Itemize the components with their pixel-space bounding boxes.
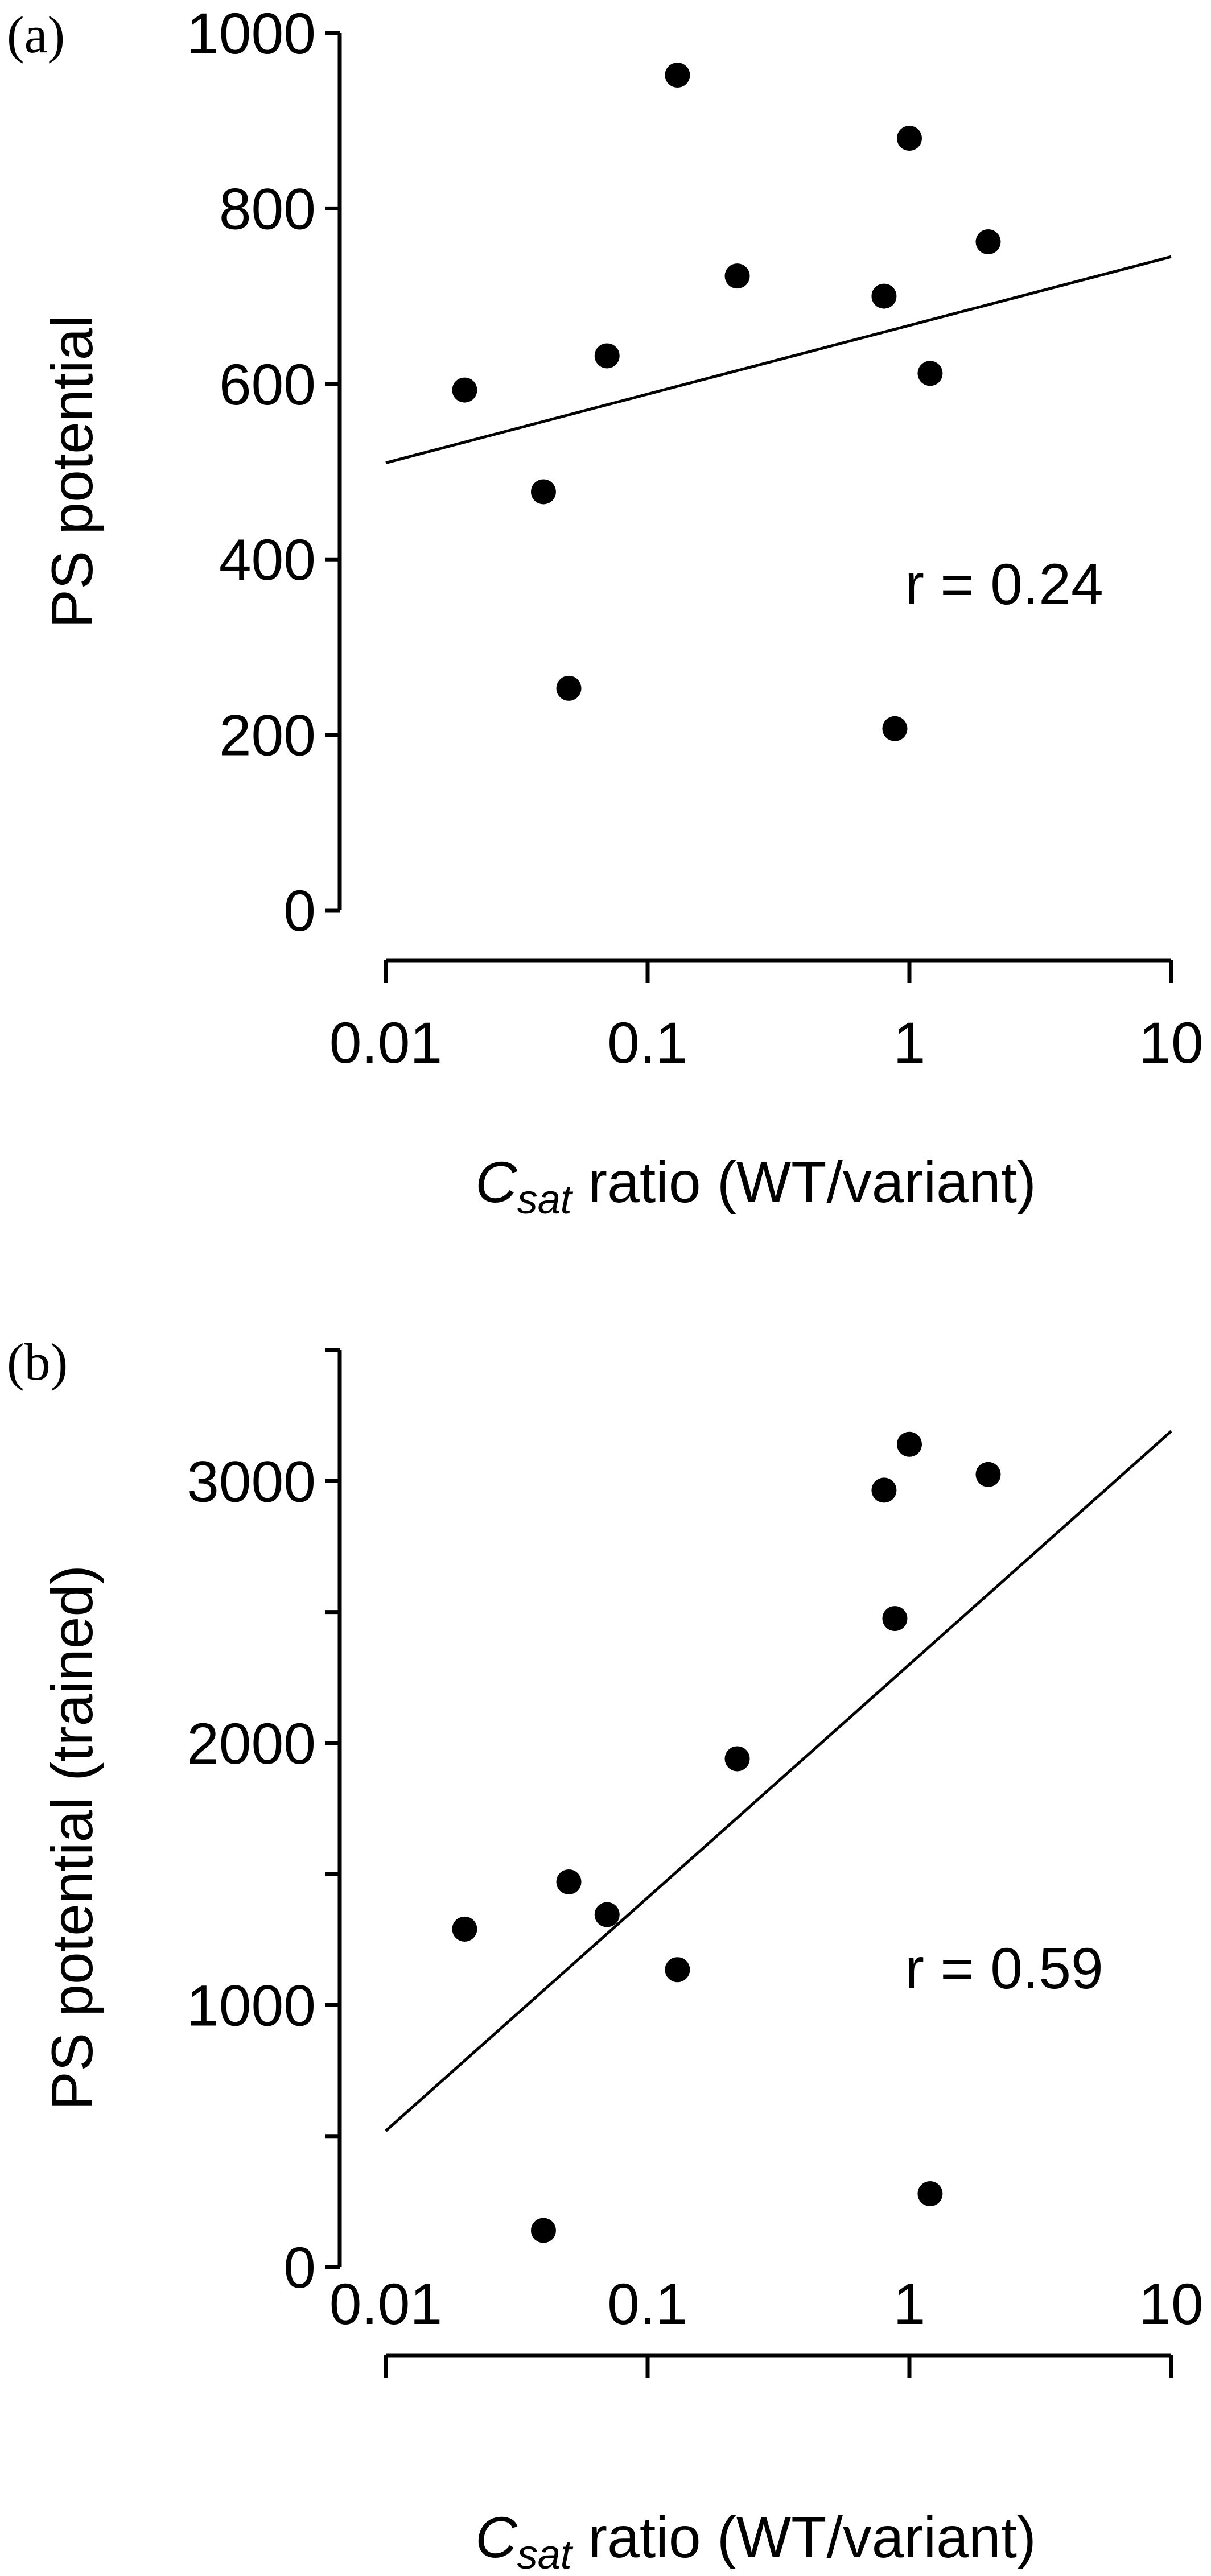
data-point [871,1477,897,1503]
x-axis-label-text: ratio (WT/variant) [572,1150,1036,1215]
data-point [452,1916,477,1942]
x-tick-label: 1 [893,1010,926,1075]
data-point [882,1606,908,1632]
y-tick-label: 1000 [187,1,316,66]
fit-line [385,1430,1172,2132]
x-tick-label: 10 [1139,2272,1203,2336]
y-tick-label: 0 [283,2235,316,2300]
panel-label: (b) [7,1333,68,1391]
correlation-annotation: r = 0.59 [905,1936,1103,2001]
y-tick-label: 2000 [187,1711,316,1776]
y-tick-label: 200 [219,703,316,768]
y-tick-label: 1000 [187,1973,316,2038]
x-axis-label: Csat ratio (WT/variant) [475,1150,1036,1223]
y-tick-label: 800 [219,176,316,241]
data-point [975,1462,1001,1487]
x-axis-label-symbol: C [475,1150,518,1215]
x-tick-label: 1 [893,2272,926,2336]
y-tick-label: 3000 [187,1449,316,1514]
y-tick-label: 600 [219,352,316,417]
y-axis-label: PS potential [40,315,105,628]
data-point [724,263,750,289]
x-tick-label: 0.01 [329,2272,443,2336]
data-point [665,1957,690,1983]
data-point [665,63,690,88]
data-point [897,1431,922,1457]
x-axis-label-symbol: C [475,2505,518,2570]
x-tick-label: 0.1 [607,2272,688,2336]
x-tick-label: 10 [1139,1010,1203,1075]
chart-panel-b: (b) 0 1000 2000 3000 0.01 0.1 1 10 PS potential (… [7,1333,1204,2576]
x-tick-label: 0.01 [329,1010,443,1075]
panel-label: (a) [7,6,65,64]
data-point [917,2181,943,2207]
x-axis-label: Csat ratio (WT/variant) [475,2505,1036,2576]
data-point [724,1746,750,1772]
chart-panel-a: (a) 0 200 400 600 800 1000 0.01 0.1 1 10 PS potenti… [7,1,1204,1223]
data-point [556,1869,582,1894]
data-point [594,343,620,369]
data-point [917,361,943,386]
data-point [871,283,897,309]
data-point [530,2218,556,2243]
data-point [556,675,582,701]
correlation-annotation: r = 0.24 [905,552,1103,617]
data-point [530,479,556,505]
fit-line [385,255,1172,464]
data-point [975,229,1001,254]
x-axis-label-subscript: sat [517,2532,574,2576]
x-tick-label: 0.1 [607,1010,688,1075]
data-point [452,377,477,403]
y-tick-label: 400 [219,527,316,592]
data-point [897,126,922,151]
data-point [594,1902,620,1927]
y-axis-label: PS potential (trained) [40,1565,105,2110]
data-point [882,716,908,741]
x-axis-label-text: ratio (WT/variant) [572,2505,1036,2570]
y-tick-label: 0 [283,878,316,943]
x-axis-label-subscript: sat [517,1177,574,1223]
